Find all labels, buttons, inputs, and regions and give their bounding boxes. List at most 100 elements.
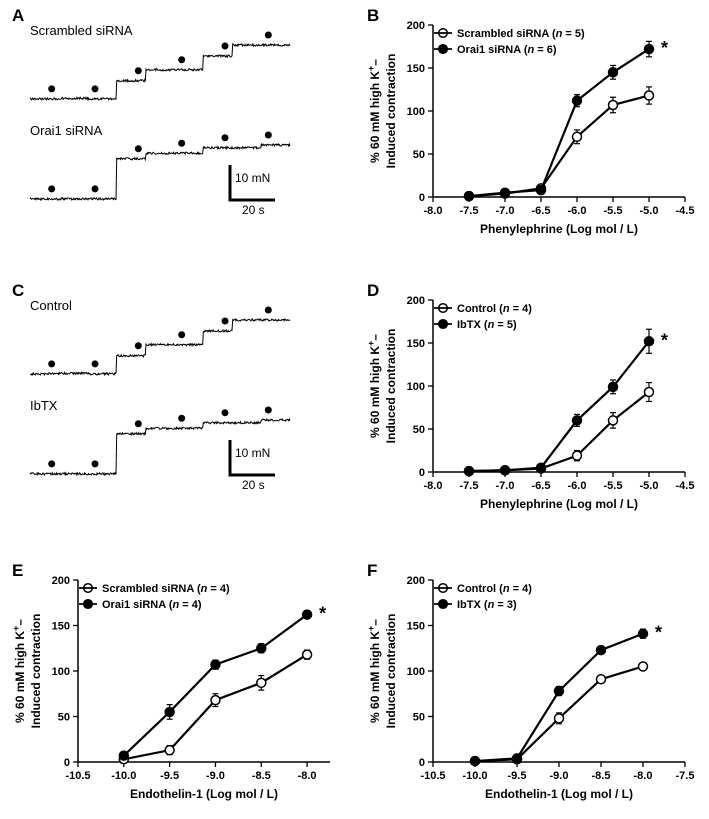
xtick-label: -5.5: [604, 480, 623, 492]
ytick-label: 0: [64, 757, 70, 769]
xtick-label: -7.5: [460, 205, 479, 217]
panel-label: D: [367, 281, 379, 300]
xtick-label: -10.0: [462, 770, 487, 782]
y-axis-label-1: % 60 mM high K+–: [11, 619, 27, 723]
dose-dot: [92, 460, 99, 467]
trace-label: IbTX: [30, 398, 58, 413]
data-marker: [537, 463, 546, 472]
panel-label: A: [12, 6, 24, 25]
y-axis-label-2: Induced contraction: [384, 54, 398, 169]
xtick-label: -8.0: [298, 770, 317, 782]
xtick-label: -9.0: [206, 770, 225, 782]
ytick-label: 100: [407, 381, 425, 393]
xtick-label: -4.5: [676, 205, 695, 217]
y-axis-label-2: Induced contraction: [384, 614, 398, 729]
scalebar-y-label: 10 mN: [235, 171, 270, 185]
data-marker: [597, 675, 606, 684]
xtick-label: -7.0: [496, 205, 515, 217]
data-marker: [513, 754, 522, 763]
significance-star: *: [655, 623, 662, 643]
xtick-label: -6.0: [568, 480, 587, 492]
ytick-label: 200: [407, 20, 425, 32]
dose-dot: [265, 132, 272, 139]
data-marker: [555, 714, 564, 723]
dose-dot: [178, 331, 185, 338]
ytick-label: 200: [407, 575, 425, 587]
data-marker: [609, 68, 618, 77]
data-marker: [465, 192, 474, 201]
legend-text: IbTX (n = 5): [457, 319, 517, 331]
significance-star: *: [661, 38, 668, 58]
x-axis-label: Phenylephrine (Log mol / L): [480, 497, 638, 511]
data-marker: [119, 751, 128, 760]
y-axis-label-1: % 60 mM high K+–: [366, 619, 382, 723]
data-marker: [303, 610, 312, 619]
scalebar-x-label: 20 s: [242, 203, 265, 217]
ytick-label: 0: [419, 757, 425, 769]
dose-dot: [222, 318, 229, 325]
data-marker: [609, 100, 618, 109]
y-axis-label-2: Induced contraction: [29, 614, 43, 729]
ytick-label: 50: [413, 149, 425, 161]
significance-star: *: [319, 604, 326, 624]
legend-text: Control (n = 4): [457, 303, 532, 315]
xtick-label: -6.5: [532, 205, 551, 217]
ytick-label: 50: [413, 424, 425, 436]
data-marker: [211, 696, 220, 705]
data-marker: [645, 388, 654, 397]
x-axis-label: Endothelin-1 (Log mol / L): [130, 787, 278, 801]
series-line: [124, 615, 307, 756]
ytick-label: 100: [52, 666, 70, 678]
ytick-label: 100: [407, 106, 425, 118]
ytick-label: 0: [419, 192, 425, 204]
data-marker: [645, 45, 654, 54]
data-marker: [639, 662, 648, 671]
xtick-label: -9.0: [550, 770, 569, 782]
dose-dot: [265, 32, 272, 39]
y-axis-label-1: % 60 mM high K+–: [366, 334, 382, 438]
ytick-label: 50: [58, 712, 70, 724]
xtick-label: -10.5: [65, 770, 90, 782]
dose-dot: [265, 307, 272, 314]
dose-dot: [222, 43, 229, 50]
y-axis-label-1: % 60 mM high K+–: [366, 59, 382, 163]
data-marker: [609, 416, 618, 425]
scalebar-x-label: 20 s: [242, 478, 265, 492]
legend-text: Orai1 siRNA (n = 4): [102, 599, 202, 611]
dose-dot: [48, 360, 55, 367]
data-marker: [555, 687, 564, 696]
xtick-label: -7.0: [496, 480, 515, 492]
data-marker: [639, 629, 648, 638]
legend-text: IbTX (n = 3): [457, 599, 517, 611]
ytick-label: 50: [413, 712, 425, 724]
dose-dot: [92, 185, 99, 192]
data-marker: [501, 188, 510, 197]
trace-line: [30, 319, 290, 375]
ytick-label: 150: [52, 621, 70, 633]
data-marker: [165, 707, 174, 716]
trace-label: Control: [30, 298, 72, 313]
ytick-label: 100: [407, 666, 425, 678]
trace-label: Scrambled siRNA: [30, 23, 133, 38]
xtick-label: -10.0: [111, 770, 136, 782]
legend-text: Control (n = 4): [457, 583, 532, 595]
dose-dot: [222, 134, 229, 141]
ytick-label: 150: [407, 63, 425, 75]
dose-dot: [178, 56, 185, 63]
data-marker: [257, 644, 266, 653]
ytick-label: 150: [407, 338, 425, 350]
data-marker: [609, 382, 618, 391]
dose-dot: [48, 85, 55, 92]
xtick-label: -5.0: [640, 205, 659, 217]
x-axis-label: Phenylephrine (Log mol / L): [480, 222, 638, 236]
panel-label: F: [367, 561, 377, 580]
dose-dot: [178, 140, 185, 147]
data-marker: [165, 746, 174, 755]
data-marker: [501, 466, 510, 475]
data-marker: [645, 337, 654, 346]
dose-dot: [178, 415, 185, 422]
xtick-label: -5.0: [640, 480, 659, 492]
dose-dot: [135, 342, 142, 349]
data-marker: [257, 678, 266, 687]
data-marker: [573, 96, 582, 105]
